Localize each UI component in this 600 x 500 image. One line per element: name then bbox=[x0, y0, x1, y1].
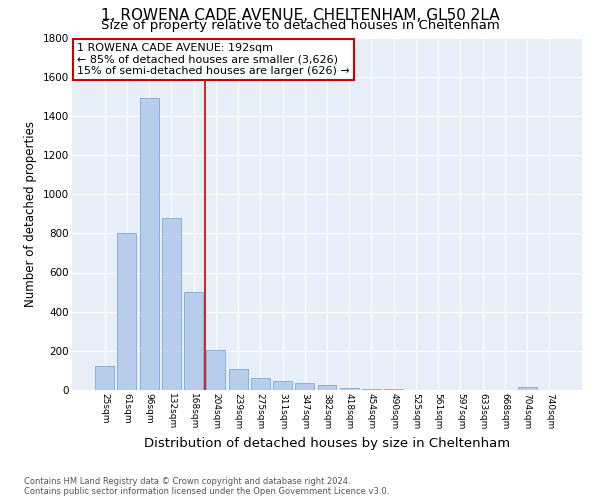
Bar bbox=[118, 234, 136, 390]
Bar bbox=[95, 366, 114, 390]
Text: Size of property relative to detached houses in Cheltenham: Size of property relative to detached ho… bbox=[101, 19, 499, 32]
Bar bbox=[206, 350, 225, 390]
Bar bbox=[518, 388, 536, 390]
Bar bbox=[317, 385, 337, 390]
Bar bbox=[184, 292, 203, 390]
Text: 1, ROWENA CADE AVENUE, CHELTENHAM, GL50 2LA: 1, ROWENA CADE AVENUE, CHELTENHAM, GL50 … bbox=[101, 8, 499, 22]
Text: Contains HM Land Registry data © Crown copyright and database right 2024.
Contai: Contains HM Land Registry data © Crown c… bbox=[24, 476, 389, 496]
Bar bbox=[362, 389, 381, 390]
Bar bbox=[273, 380, 292, 390]
Y-axis label: Number of detached properties: Number of detached properties bbox=[25, 120, 37, 306]
Bar bbox=[340, 388, 359, 390]
Bar bbox=[295, 383, 314, 390]
Text: 1 ROWENA CADE AVENUE: 192sqm
← 85% of detached houses are smaller (3,626)
15% of: 1 ROWENA CADE AVENUE: 192sqm ← 85% of de… bbox=[77, 43, 350, 76]
Bar bbox=[251, 378, 270, 390]
Bar bbox=[162, 218, 181, 390]
Bar bbox=[229, 370, 248, 390]
X-axis label: Distribution of detached houses by size in Cheltenham: Distribution of detached houses by size … bbox=[144, 438, 510, 450]
Bar bbox=[140, 98, 158, 390]
